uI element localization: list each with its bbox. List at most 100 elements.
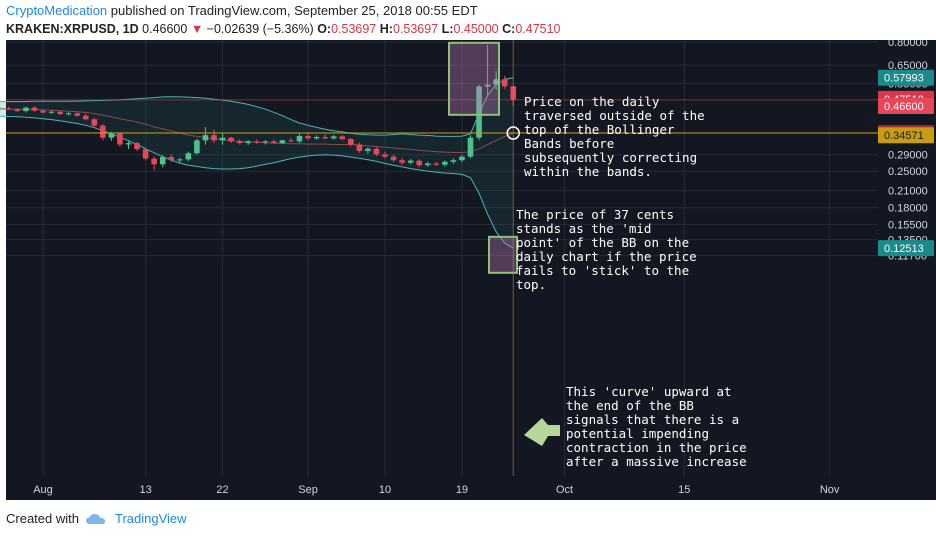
open-value: 0.53697: [331, 22, 377, 36]
price-badge-label-band-lower: 0.12513: [884, 243, 924, 255]
price-tick-label: 0.15500: [888, 219, 928, 231]
candle-body: [365, 148, 371, 151]
candle-body: [108, 133, 115, 138]
time-tick-label: 15: [678, 484, 690, 496]
candle-body: [211, 135, 217, 141]
candle-body: [416, 160, 422, 166]
candle-body: [202, 135, 209, 141]
candle-body: [476, 86, 482, 138]
price-tick-label: 0.29000: [888, 150, 928, 162]
tradingview-link[interactable]: TradingView: [114, 511, 187, 526]
candle-body: [407, 160, 414, 163]
footer: Created with TradingView: [6, 511, 187, 526]
candle-body: [322, 137, 328, 139]
candle-body: [339, 136, 346, 140]
candle-body: [373, 148, 380, 155]
candle-body: [253, 141, 260, 143]
candle-body: [279, 140, 286, 144]
time-tick-label: 13: [139, 484, 151, 496]
publish-header: CryptoMedication published on TradingVie…: [6, 3, 478, 18]
candle-body: [459, 156, 465, 161]
price-axis[interactable]: [878, 40, 936, 500]
candle-body: [65, 113, 72, 115]
chart-grid: [6, 40, 878, 476]
publish-info: published on TradingView.com, September …: [107, 3, 478, 18]
annotation-text-a3: signals that there is a: [566, 412, 739, 427]
price-badge-last: [878, 98, 934, 115]
annotation-text-a1: within the bands.: [524, 164, 652, 179]
candle-body: [228, 137, 234, 142]
annotation-text-a1: subsequently correcting: [524, 150, 697, 165]
annotation-text-a2: stands as the 'mid: [516, 221, 651, 236]
annotation-text-a2: The price of 37 cents: [516, 207, 674, 222]
band-breakout-box: [448, 41, 500, 116]
candle-body: [151, 158, 157, 165]
annotation-text-a2: daily chart if the price: [516, 249, 697, 264]
down-arrow-icon: ▼: [190, 22, 204, 36]
candle-body: [100, 125, 106, 138]
candle-body: [236, 141, 243, 144]
price-badge-label-marker: 0.34571: [884, 130, 924, 142]
time-axis[interactable]: [6, 476, 878, 500]
candle-body: [382, 154, 388, 157]
candle-body: [125, 143, 132, 145]
time-tick-label: Oct: [556, 484, 573, 496]
candle-body: [424, 163, 431, 166]
candle-body: [262, 141, 269, 143]
price-change: −0.02639 (−5.36%): [206, 22, 314, 36]
time-tick-label: 10: [379, 484, 391, 496]
price-badge-band-upper: [878, 69, 934, 86]
candle-body: [117, 133, 123, 145]
candle-body: [450, 160, 457, 162]
candle-body: [296, 136, 303, 142]
price-badge-band-lower: [878, 240, 934, 257]
candle-body: [313, 137, 320, 139]
time-tick-label: 22: [216, 484, 228, 496]
ohlc-header: KRAKEN:XRPUSD, 1D 0.46600 ▼ −0.02639 (−5…: [6, 22, 561, 36]
price-tick-label: 0.80000: [888, 40, 928, 49]
annotation-text-a2: point' of the BB on the: [516, 235, 689, 250]
high-label: H:: [379, 22, 393, 36]
candle-body: [14, 109, 21, 111]
candle-body: [6, 108, 12, 110]
open-label: O:: [317, 22, 332, 36]
candle-body: [330, 136, 337, 139]
candle-body: [271, 141, 277, 144]
candle-body: [57, 111, 63, 115]
low-label: L:: [441, 22, 454, 36]
price-badge-marker: [878, 127, 934, 144]
candle-body: [390, 156, 397, 161]
candles: [0, 44, 517, 171]
candle-body: [40, 110, 46, 113]
time-tick-label: Sep: [298, 484, 318, 496]
candle-body: [288, 140, 294, 142]
annotation-text-a3: potential impending: [566, 426, 709, 441]
candle-body: [219, 137, 226, 141]
annotation-text-a1: traversed outside of the: [524, 108, 705, 123]
annotation-text-a1: Price on the daily: [524, 94, 660, 109]
candle-body: [159, 157, 166, 165]
price-tick-label: 0.21000: [888, 186, 928, 198]
candle-body: [356, 144, 363, 151]
annotation-text-a3: contraction in the price: [566, 440, 747, 455]
candle-body: [185, 153, 192, 160]
candle-body: [484, 84, 491, 87]
annotation-text-a2: fails to 'stick' to the: [516, 263, 689, 278]
author-link[interactable]: CryptoMedication: [6, 3, 108, 18]
candle-body: [23, 107, 29, 111]
candle-body: [134, 143, 140, 150]
time-axis-labels: Aug 13 22 Sep 10 19 Oct 15 Nov: [33, 484, 840, 496]
annotation-text-a1: top of the Bollinger: [524, 122, 675, 137]
candle-body: [177, 159, 183, 161]
price-tick-label: 0.25000: [888, 166, 928, 178]
candle-body: [493, 79, 499, 85]
annotation-text-a2: top.: [516, 277, 546, 292]
band-curve-box: [488, 235, 518, 274]
mid-point-circle: [506, 126, 520, 140]
tradingview-cloud-icon: [85, 513, 106, 524]
candle-body: [82, 115, 89, 120]
candle-body: [91, 119, 98, 126]
close-value: 0.47510: [515, 22, 561, 36]
